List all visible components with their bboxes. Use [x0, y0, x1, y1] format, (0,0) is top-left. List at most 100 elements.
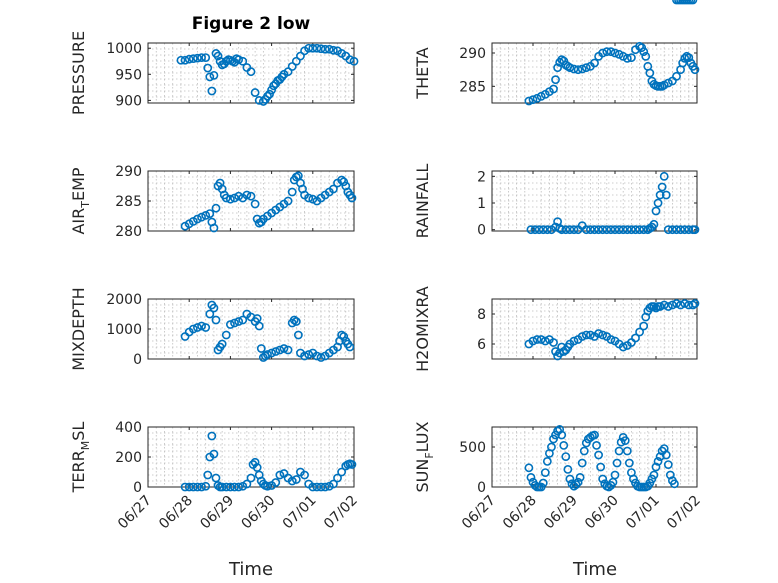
- data-point: [639, 321, 649, 331]
- data-point: [524, 463, 534, 473]
- data-point: [209, 449, 219, 459]
- data-point: [188, 482, 198, 492]
- data-point: [234, 317, 244, 326]
- data-point: [345, 55, 355, 65]
- data-point: [246, 191, 256, 201]
- data-point: [653, 456, 663, 466]
- y-axis-label: TERRMSL: [69, 422, 92, 494]
- data-point: [534, 225, 544, 235]
- y-tick-label: 400: [115, 420, 142, 436]
- data-point: [201, 481, 211, 491]
- data-point: [258, 97, 268, 106]
- data-point: [581, 225, 591, 235]
- data-point: [618, 342, 628, 352]
- data-point: [598, 225, 608, 235]
- data-point: [594, 450, 603, 460]
- data-point: [197, 482, 206, 492]
- y-axis-label: MIXDEPTH: [69, 287, 88, 370]
- data-point: [624, 458, 634, 468]
- data-point: [316, 482, 326, 492]
- data-point: [265, 89, 274, 99]
- data-point: [312, 351, 322, 361]
- subplot-2: 285 290 THETA: [413, 41, 700, 106]
- y-axis-label: PRESSURE: [69, 31, 88, 115]
- data-point: [665, 470, 675, 480]
- data-point: [316, 353, 326, 362]
- data-point: [271, 347, 281, 356]
- data-point: [579, 446, 589, 456]
- y-tick-label: 950: [115, 67, 142, 83]
- data-point: [581, 330, 591, 340]
- data-point: [320, 44, 330, 54]
- data-point: [296, 51, 305, 61]
- data-point: [254, 321, 264, 331]
- data-point: [606, 225, 616, 235]
- data-point: [242, 190, 252, 200]
- data-point: [676, 225, 685, 235]
- data-point: [627, 53, 636, 63]
- data-point: [538, 225, 548, 235]
- data-point: [221, 193, 231, 203]
- data-point: [221, 56, 231, 66]
- data-point: [263, 91, 272, 101]
- data-point: [271, 478, 281, 487]
- data-point: [649, 470, 659, 480]
- data-point: [592, 440, 601, 450]
- y-tick-label: 280: [115, 224, 142, 240]
- data-point: [536, 91, 546, 101]
- data-point: [201, 323, 211, 332]
- data-point: [275, 345, 285, 355]
- data-point: [337, 467, 347, 477]
- data-point: [347, 193, 357, 203]
- data-point: [555, 424, 565, 434]
- y-tick-label: 0: [477, 223, 486, 239]
- y-tick-label: 0: [133, 480, 142, 496]
- data-point: [225, 320, 235, 329]
- data-point: [526, 472, 536, 482]
- data-point: [339, 332, 349, 341]
- data-point: [304, 350, 314, 359]
- data-point: [193, 482, 202, 492]
- data-point: [598, 48, 608, 58]
- data-point: [333, 473, 342, 483]
- data-point: [242, 479, 252, 489]
- data-point: [590, 225, 599, 235]
- data-point: [345, 342, 355, 352]
- data-point: [532, 335, 542, 344]
- data-point: [598, 474, 608, 484]
- data-point: [653, 198, 663, 208]
- data-point: [230, 482, 239, 492]
- data-point: [610, 470, 620, 480]
- data-point: [620, 436, 630, 445]
- data-point: [569, 225, 579, 235]
- data-point: [207, 431, 217, 441]
- subplot-5: 0 1000 2000 MIXDEPTH: [69, 287, 355, 371]
- data-point: [230, 318, 239, 328]
- data-point: [238, 315, 248, 325]
- data-point: [211, 473, 221, 483]
- data-point: [246, 67, 256, 77]
- data-point: [606, 47, 616, 57]
- data-point: [250, 88, 260, 97]
- data-point: [213, 51, 223, 61]
- data-point: [203, 63, 213, 73]
- data-point: [205, 209, 215, 218]
- data-point: [577, 332, 587, 341]
- y-tick-label: 290: [115, 164, 142, 180]
- data-point: [672, 225, 681, 235]
- data-point: [221, 482, 231, 492]
- data-point: [661, 450, 671, 460]
- data-point: [324, 44, 334, 54]
- data-point: [586, 225, 595, 235]
- data-point: [293, 330, 303, 340]
- data-point: [252, 314, 262, 323]
- data-point: [586, 330, 595, 340]
- data-point: [594, 225, 603, 235]
- data-point: [670, 479, 679, 489]
- y-tick-label: 2: [477, 169, 486, 185]
- data-point: [561, 225, 571, 235]
- data-point: [610, 48, 620, 58]
- data-point: [655, 190, 665, 200]
- data-point: [234, 191, 244, 201]
- data-point: [627, 225, 636, 235]
